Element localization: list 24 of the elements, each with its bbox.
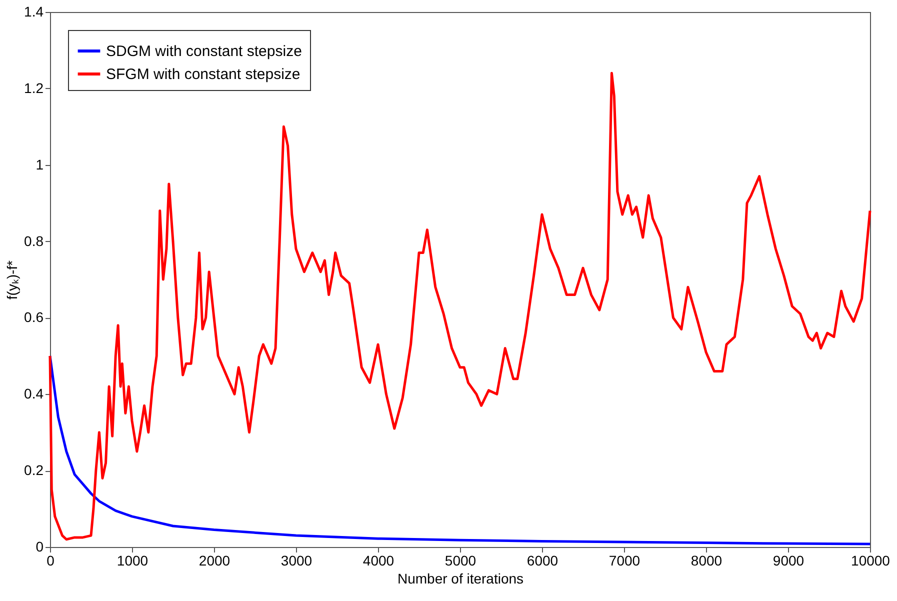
y-tick-label: 1 [36,156,44,172]
x-tick-label: 8000 [690,552,722,568]
x-tick-label: 1000 [116,552,148,568]
line-series [48,354,872,546]
y-tick-label: 0.8 [24,232,44,249]
x-axis-title: Number of iterations [397,570,524,586]
y-axis-title: f(yₖ)-f* [4,260,20,300]
y-tick-label: 1.2 [24,80,44,96]
x-tick-label: 0 [46,552,55,568]
y-tick-label: 0 [36,538,44,554]
x-tick-label: 6000 [526,552,558,568]
y-tick-label: 0.2 [24,462,44,478]
x-tick-label: 4000 [362,552,394,568]
y-tick-label: 0.4 [24,386,44,402]
x-tick-label: 7000 [608,552,640,568]
y-tick-label: 0.6 [24,309,44,326]
x-tick-label: 9000 [772,552,804,568]
y-tick-label: 1.4 [24,4,44,20]
legend-label: SDGM with constant stepsize [106,43,302,60]
x-tick-label: 3000 [280,552,312,568]
x-tick-label: 5000 [444,552,476,568]
x-tick-label: 10000 [851,552,890,568]
x-tick-label: 2000 [198,552,230,568]
legend-label: SFGM with constant stepsize [106,66,300,83]
